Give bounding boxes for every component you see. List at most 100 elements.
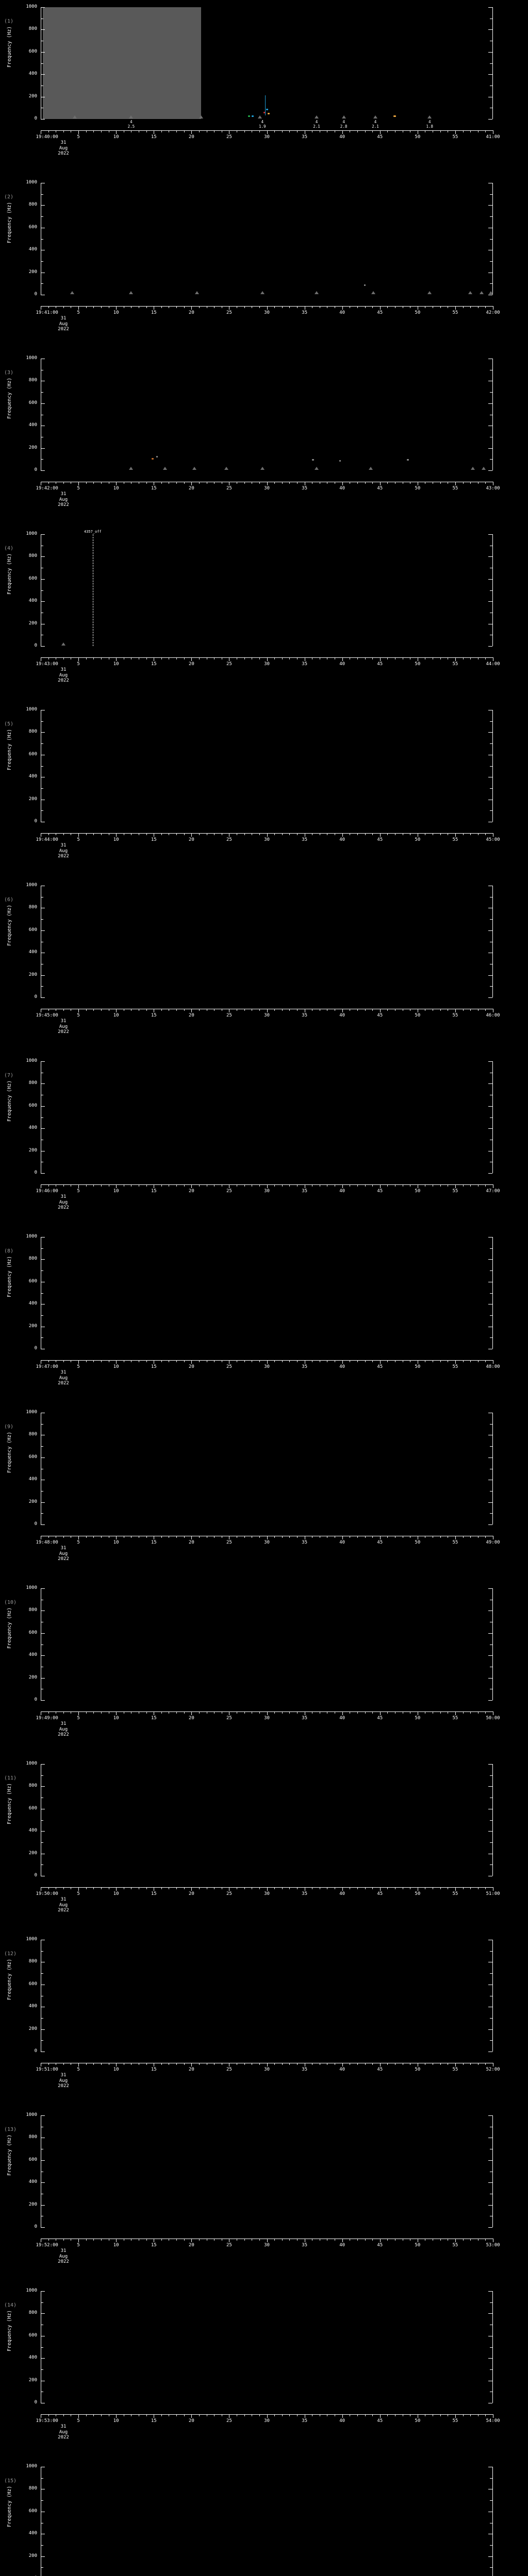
detection-marker[interactable]	[364, 284, 366, 286]
x-tick-minor	[470, 306, 471, 308]
detection-marker[interactable]	[268, 113, 270, 115]
event-triangle-marker[interactable]	[427, 291, 432, 294]
plot-panel[interactable]: (12) 0 200 400 600 800 1000 Frequency (Hz) 19:51…	[0, 1933, 528, 2108]
x-tick-minor	[357, 657, 358, 659]
x-tick-label: 5	[77, 310, 80, 315]
event-triangle-marker[interactable]	[488, 291, 493, 294]
event-triangle-marker[interactable]	[371, 291, 375, 294]
x-tick-major	[78, 482, 79, 485]
y-tick-major	[41, 1588, 45, 1589]
event-triangle-marker[interactable]	[129, 115, 134, 118]
plot-panel[interactable]: (9) 0 200 400 600 800 1000 Frequency (Hz) 19:48:…	[0, 1405, 528, 1581]
x-tick-major	[455, 1536, 456, 1539]
x-tick-minor	[184, 1184, 185, 1187]
x-tick-minor	[365, 2239, 366, 2241]
x-tick-minor	[48, 833, 49, 835]
plot-panel[interactable]: (1) 0 200 400 600 800 1000 Frequency (Hz) 19:40:…	[0, 0, 528, 176]
x-tick-label: 10	[113, 662, 119, 667]
detection-marker[interactable]	[266, 109, 268, 111]
event-triangle-marker[interactable]	[192, 467, 197, 470]
event-triangle-marker[interactable]	[258, 115, 262, 118]
event-triangle-marker[interactable]	[61, 642, 65, 646]
x-tick-minor	[161, 1536, 162, 1538]
event-triangle-marker[interactable]	[260, 467, 265, 470]
event-triangle-marker[interactable]	[260, 291, 265, 294]
x-tick-label: 50	[415, 1189, 421, 1194]
x-tick-label: 45	[377, 837, 383, 842]
x-tick-label: 30	[264, 1189, 270, 1194]
event-triangle-marker[interactable]	[314, 467, 319, 470]
event-triangle-marker[interactable]	[314, 115, 319, 118]
detection-marker[interactable]	[248, 115, 250, 117]
event-triangle-marker[interactable]	[480, 291, 484, 294]
x-tick-minor	[176, 2063, 177, 2065]
x-tick-label: 30	[264, 1540, 270, 1545]
x-tick-label: 25	[226, 2418, 232, 2424]
plot-panel[interactable]: (7) 0 200 400 600 800 1000 Frequency (Hz) 19:46:…	[0, 1054, 528, 1230]
x-tick-major	[267, 1711, 268, 1715]
detection-marker[interactable]	[263, 111, 266, 113]
x-tick-minor	[63, 1009, 64, 1011]
x-tick-label: 10	[113, 134, 119, 140]
detection-marker[interactable]	[156, 455, 158, 457]
event-triangle-marker[interactable]	[199, 115, 204, 118]
x-tick-major	[78, 1887, 79, 1891]
detection-marker[interactable]	[393, 115, 397, 117]
x-tick-minor	[274, 1184, 275, 1187]
y-tick-label: 200	[28, 269, 37, 275]
y-axis-title: Frequency (Hz)	[7, 2485, 12, 2528]
plot-panel[interactable]: (6) 0 200 400 600 800 1000 Frequency (Hz) 19:45:…	[0, 878, 528, 1054]
detection-marker[interactable]	[312, 459, 315, 461]
plot-panel[interactable]: (8) 0 200 400 600 800 1000 Frequency (Hz) 19:47:…	[0, 1230, 528, 1405]
y-tick-minor	[41, 1820, 43, 1821]
y-tick-major	[41, 579, 45, 580]
plot-panel[interactable]: (10) 0 200 400 600 800 1000 Frequency (Hz) 19:49…	[0, 1581, 528, 1757]
event-triangle-marker[interactable]	[194, 291, 199, 294]
x-tick-minor	[387, 2414, 388, 2416]
event-triangle-marker[interactable]	[468, 291, 473, 294]
plot-panel[interactable]: (5) 0 200 400 600 800 1000 Frequency (Hz) 19:44:…	[0, 703, 528, 878]
event-triangle-marker[interactable]	[373, 115, 377, 118]
x-tick-major	[380, 1360, 381, 1364]
x-tick-minor	[372, 2063, 373, 2065]
x-tick-label: 30	[264, 2243, 270, 2248]
event-triangle-marker[interactable]	[482, 467, 486, 470]
plot-panel[interactable]: (4) 0 200 400 600 800 1000 Frequency (Hz) 19:43:…	[0, 527, 528, 703]
x-tick-label: 5	[77, 1891, 80, 1896]
y-tick-label: 0	[34, 116, 37, 121]
y-axis-title: Frequency (Hz)	[7, 2134, 12, 2176]
plot-panel[interactable]: (3) 0 200 400 600 800 1000 Frequency (Hz) 19:42:…	[0, 351, 528, 527]
plot-panel[interactable]: (14) 0 200 400 600 800 1000 Frequency (Hz) 19:53…	[0, 2284, 528, 2460]
x-tick-label: 20	[188, 1013, 194, 1018]
y-tick-major	[41, 975, 45, 976]
x-tick-label-start: 19:42:00	[36, 486, 58, 491]
event-triangle-marker[interactable]	[163, 467, 168, 470]
y-tick-label: 0	[34, 2224, 37, 2229]
event-triangle-marker[interactable]	[129, 291, 134, 294]
event-triangle-marker[interactable]	[70, 291, 75, 294]
x-tick-label: 45	[377, 2067, 383, 2072]
x-tick-major	[455, 1887, 456, 1891]
event-triangle-marker[interactable]	[470, 467, 475, 470]
event-triangle-marker[interactable]	[224, 467, 228, 470]
plot-panel[interactable]: (2) 0 200 400 600 800 1000 Frequency (Hz) 19:41:…	[0, 176, 528, 351]
x-tick-label: 40	[339, 1364, 345, 1369]
detection-marker[interactable]	[251, 115, 254, 117]
panel-index-label: (4)	[4, 546, 14, 551]
event-triangle-marker[interactable]	[369, 467, 373, 470]
plot-panel[interactable]: (13) 0 200 400 600 800 1000 Frequency (Hz) 19:52…	[0, 2108, 528, 2284]
x-tick-label: 20	[188, 1891, 194, 1896]
detection-marker[interactable]	[339, 460, 341, 462]
detection-marker[interactable]	[407, 459, 409, 461]
event-triangle-marker[interactable]	[341, 115, 346, 118]
x-tick-minor	[440, 1536, 441, 1538]
event-triangle-marker[interactable]	[314, 291, 319, 294]
event-triangle-marker[interactable]	[129, 467, 134, 470]
plot-panel[interactable]: (11) 0 200 400 600 800 1000 Frequency (Hz) 19:50…	[0, 1757, 528, 1933]
x-tick-minor	[289, 2239, 290, 2241]
detection-marker[interactable]	[151, 458, 154, 460]
x-tick-label: 20	[188, 1189, 194, 1194]
event-triangle-marker[interactable]	[72, 115, 77, 118]
event-triangle-marker[interactable]	[427, 115, 432, 118]
